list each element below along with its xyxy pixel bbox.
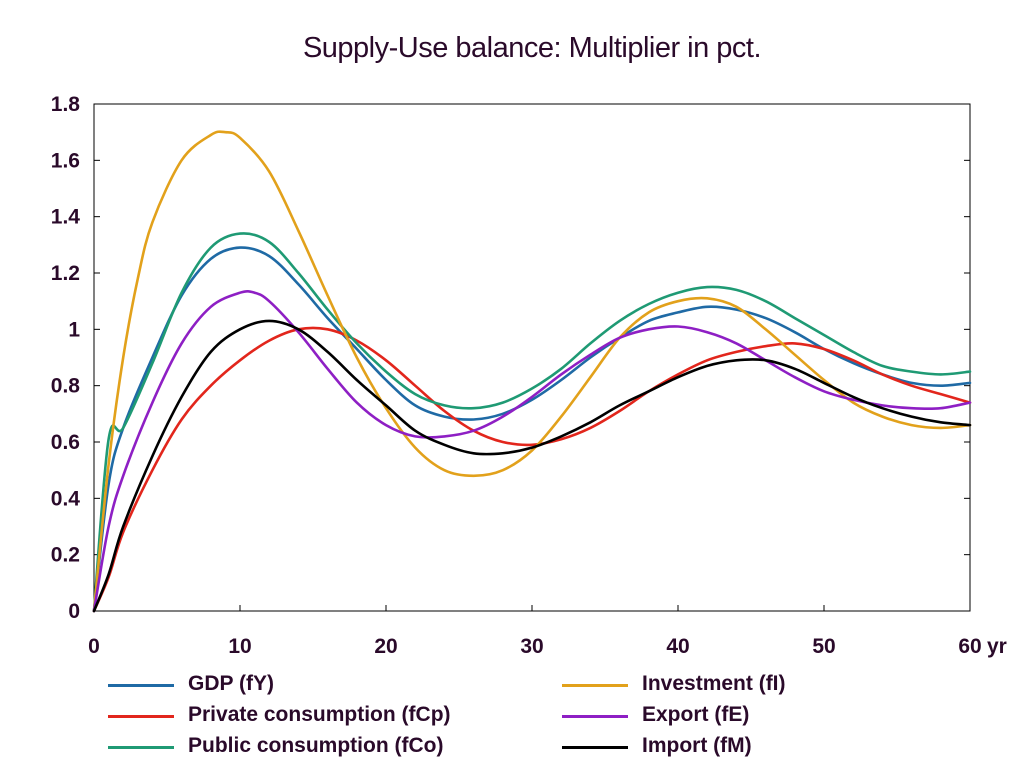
legend-label: Private consumption (fCp) (188, 703, 451, 726)
chart-title: Supply-Use balance: Multiplier in pct. (302, 32, 762, 64)
legend-label: Investment (fI) (642, 672, 786, 695)
legend-swatch (108, 746, 174, 749)
y-tick-label: 1.8 (51, 93, 81, 116)
y-tick-label: 1.2 (51, 262, 80, 285)
series-line-0 (92, 246, 972, 613)
y-tick-label: 0.4 (51, 487, 81, 510)
legend-label: Import (fM) (642, 734, 752, 757)
series-line-2 (92, 232, 972, 613)
legend-label: Export (fE) (642, 703, 750, 726)
legend-label: GDP (fY) (188, 672, 274, 695)
legend-swatch (562, 746, 628, 749)
y-tick-label: 1.6 (51, 149, 80, 172)
legend-swatch (562, 715, 628, 718)
x-tick-label: 50 (812, 635, 835, 658)
series-line-4 (92, 290, 972, 613)
line-chart: 0 0.2 0.4 0.6 0.8 1 1.2 1.4 1.6 1.8 0 10 20 30 40 50 60 y… (51, 93, 1007, 658)
series-lines (92, 130, 972, 613)
legend-label: Public consumption (fCo) (188, 734, 444, 757)
y-tick-label: 1 (68, 318, 80, 341)
series-line-5 (92, 319, 972, 613)
x-tick-label: 10 (228, 635, 251, 658)
y-tick-label: 0.8 (51, 375, 81, 398)
x-tick-label: 30 (520, 635, 543, 658)
series-line-3 (92, 130, 972, 613)
legend-swatch (108, 684, 174, 687)
y-tick-label: 0.6 (51, 431, 80, 454)
x-tick-label: 20 (374, 635, 397, 658)
x-tick-label: 0 (88, 635, 100, 658)
x-tick-label: 60 (958, 635, 981, 658)
y-tick-label: 1.4 (51, 206, 81, 229)
legend-swatch (108, 715, 174, 718)
y-tick-label: 0 (68, 600, 80, 623)
y-tick-label: 0.2 (51, 544, 80, 567)
axes: 0 0.2 0.4 0.6 0.8 1 1.2 1.4 1.6 1.8 0 10 20 30 40 50 60 y… (51, 93, 1007, 658)
x-unit-label: yr (987, 635, 1007, 658)
x-tick-label: 40 (666, 635, 689, 658)
legend-swatch (562, 684, 628, 687)
series-line-1 (92, 326, 972, 613)
